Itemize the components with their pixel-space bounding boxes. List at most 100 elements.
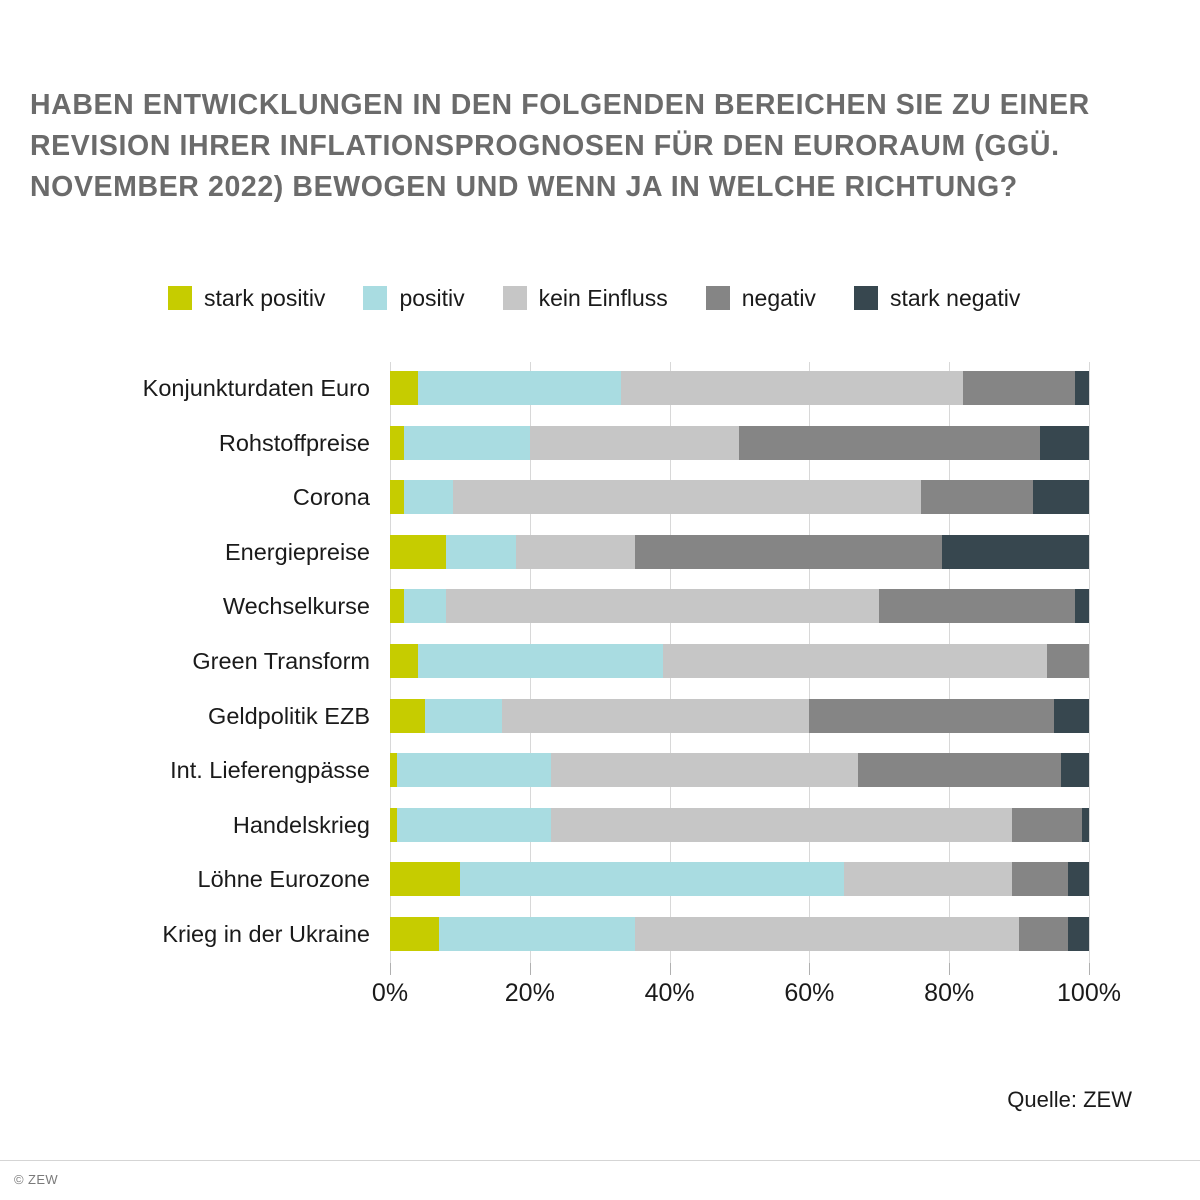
category-label: Konjunkturdaten Euro (142, 375, 370, 401)
legend-item-kein-einfluss[interactable]: kein Einfluss (502, 285, 668, 311)
bar-segment[interactable] (403, 425, 530, 460)
bar-row[interactable] (390, 425, 1089, 460)
x-tick-mark (529, 963, 531, 975)
bar-segment[interactable] (515, 534, 635, 569)
category-label: Rohstoffpreise (218, 429, 370, 456)
bar-segment[interactable] (390, 807, 397, 842)
bar-segment[interactable] (550, 753, 859, 788)
gridline (1089, 362, 1090, 963)
bar-segment[interactable] (634, 917, 1020, 951)
bar-segment[interactable] (1054, 698, 1089, 733)
bar-segment[interactable] (1075, 589, 1089, 624)
bar-segment[interactable] (1019, 917, 1068, 951)
bar-row[interactable] (390, 644, 1089, 678)
bar-segment[interactable] (1033, 480, 1089, 515)
x-axis: 0% 20% 40% 60% 80% 100% (372, 963, 1121, 1023)
x-tick-label: 100% (1057, 979, 1121, 1007)
legend-item-stark-negativ[interactable]: stark negativ (853, 285, 1021, 311)
bar-segment[interactable] (1068, 917, 1089, 951)
bar-segment[interactable] (390, 589, 404, 624)
x-tick-mark (669, 963, 671, 975)
category-label: Int. Lieferengpässe (170, 757, 370, 784)
bar-segment[interactable] (390, 862, 460, 897)
legend-swatch-icon (853, 286, 878, 310)
bar-row[interactable] (390, 480, 1089, 515)
x-tick-label: 0% (371, 979, 409, 1007)
bar-segment[interactable] (390, 425, 404, 460)
footer-credit: © ZEW (14, 1172, 59, 1187)
x-tick-label: 60% (784, 979, 835, 1007)
bar-segment[interactable] (809, 698, 1054, 733)
bar-segment[interactable] (1047, 644, 1089, 678)
bar-segment[interactable] (1012, 862, 1068, 897)
x-tick-mark (390, 963, 391, 975)
legend-swatch-icon (502, 286, 527, 310)
bar-segment[interactable] (634, 534, 943, 569)
legend-item-positiv[interactable]: positiv (363, 285, 465, 311)
bar-row[interactable] (390, 371, 1089, 405)
bar-row[interactable] (390, 534, 1089, 569)
x-tick-label: 20% (504, 979, 555, 1007)
bar-segment[interactable] (390, 371, 418, 405)
bar-segment[interactable] (1061, 753, 1089, 788)
bar-segment[interactable] (739, 425, 1041, 460)
legend-label: negativ (741, 285, 816, 311)
bar-segment[interactable] (963, 371, 1075, 405)
bar-segment[interactable] (396, 807, 551, 842)
bar-segment[interactable] (1012, 807, 1082, 842)
source-note: Quelle: ZEW (1007, 1087, 1132, 1112)
x-tick-label: 40% (644, 979, 695, 1007)
bar-row[interactable] (390, 753, 1089, 788)
legend-item-negativ[interactable]: negativ (705, 285, 816, 311)
bar-row[interactable] (390, 807, 1089, 842)
bar-segment[interactable] (1074, 371, 1089, 405)
bar-segment[interactable] (620, 371, 964, 405)
bar-row[interactable] (390, 917, 1089, 951)
legend-swatch-icon (705, 286, 730, 310)
legend-item-stark-positiv[interactable]: stark positiv (168, 286, 325, 310)
bar-segment[interactable] (1067, 862, 1089, 897)
bar-row[interactable] (390, 589, 1089, 624)
bar-segment[interactable] (390, 534, 446, 569)
legend-label: kein Einfluss (538, 285, 668, 311)
bar-segment[interactable] (390, 698, 425, 733)
bar-row[interactable] (390, 862, 1089, 897)
category-axis-labels: Konjunkturdaten Euro Rohstoffpreise Corona… (40, 362, 370, 963)
x-tick-mark (1089, 963, 1090, 975)
bar-segment[interactable] (459, 862, 845, 897)
bar-segment[interactable] (390, 917, 439, 951)
category-label: Corona (292, 484, 370, 511)
bar-segment[interactable] (662, 644, 1048, 678)
bar-segment[interactable] (452, 480, 922, 515)
bar-segment[interactable] (501, 698, 810, 733)
category-label: Green Transform (192, 648, 370, 674)
bar-segment[interactable] (417, 371, 621, 405)
bar-segment[interactable] (390, 753, 397, 788)
bar-segment[interactable] (445, 534, 516, 569)
bar-row[interactable] (390, 698, 1089, 733)
bar-segment[interactable] (879, 589, 1075, 624)
bar-segment[interactable] (942, 534, 1089, 569)
legend-label: positiv (399, 285, 465, 311)
bar-segment[interactable] (858, 753, 1061, 788)
bar-segment[interactable] (403, 589, 446, 624)
category-label: Wechselkurse (222, 593, 370, 620)
bar-segment[interactable] (844, 862, 1013, 897)
bar-segment[interactable] (390, 644, 418, 678)
bar-segment[interactable] (1081, 807, 1089, 842)
bar-segment[interactable] (1040, 425, 1089, 460)
x-tick-mark (949, 963, 951, 975)
bar-segment[interactable] (921, 480, 1034, 515)
bar-segment[interactable] (550, 807, 1013, 842)
bar-segment[interactable] (424, 698, 502, 733)
bar-segment[interactable] (438, 917, 635, 951)
bar-segment[interactable] (417, 644, 663, 678)
bar-segment[interactable] (403, 480, 453, 515)
bar-segment[interactable] (390, 480, 404, 515)
bar-segment[interactable] (396, 753, 551, 788)
bar-segment[interactable] (445, 589, 880, 624)
bar-segment[interactable] (529, 425, 740, 460)
chart-legend: stark positiv positiv kein Einfluss negativ… (168, 286, 1058, 310)
legend-label: stark negativ (889, 285, 1021, 311)
page-title: HABEN ENTWICKLUNGEN IN DEN FOLGENDEN BER… (30, 89, 1090, 203)
